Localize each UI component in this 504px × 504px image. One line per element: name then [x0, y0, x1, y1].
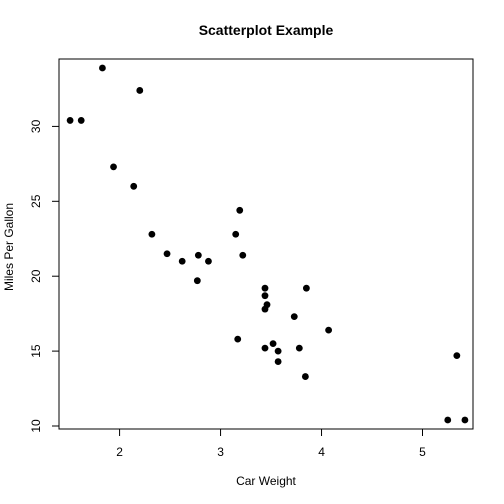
- data-points: [66, 64, 469, 424]
- data-point: [269, 340, 277, 348]
- x-axis-label: Car Weight: [236, 474, 296, 488]
- data-point: [148, 230, 156, 238]
- data-point: [295, 344, 303, 352]
- data-point: [444, 416, 452, 424]
- y-tick-label: 30: [29, 119, 43, 133]
- data-point: [178, 257, 186, 265]
- data-point: [110, 163, 117, 171]
- data-point: [163, 250, 171, 258]
- data-point: [261, 344, 269, 352]
- data-point: [99, 64, 106, 72]
- data-point: [274, 358, 282, 365]
- y-tick-label: 15: [29, 344, 43, 358]
- data-point: [136, 87, 144, 94]
- data-point: [232, 230, 240, 238]
- data-point: [236, 206, 244, 214]
- x-tick-label: 3: [217, 445, 224, 459]
- data-point: [325, 326, 333, 334]
- x-axis: 2 3 4 5: [116, 428, 426, 459]
- data-point: [193, 277, 201, 285]
- data-point: [239, 251, 247, 259]
- data-point: [77, 117, 85, 124]
- y-tick-label: 25: [29, 194, 43, 208]
- chart-title: Scatterplot Example: [199, 22, 334, 38]
- data-point: [302, 284, 310, 292]
- data-point: [205, 257, 212, 265]
- data-point: [274, 347, 282, 355]
- data-point: [261, 292, 269, 300]
- data-point: [234, 335, 242, 343]
- plot-frame: [58, 58, 474, 430]
- data-point: [301, 373, 309, 380]
- data-point: [290, 313, 298, 321]
- x-tick-label: 4: [318, 445, 325, 459]
- x-tick-label: 2: [116, 445, 123, 459]
- data-point: [66, 117, 74, 124]
- y-tick-label: 20: [29, 269, 43, 283]
- y-axis: 10 15 20 25 30: [29, 119, 60, 433]
- data-point: [453, 352, 461, 359]
- data-point: [194, 251, 202, 259]
- data-point: [130, 182, 138, 190]
- data-point: [261, 284, 269, 292]
- x-tick-label: 5: [419, 445, 426, 459]
- data-point: [461, 416, 469, 424]
- y-tick-label: 10: [29, 419, 43, 433]
- data-point: [263, 301, 271, 309]
- y-axis-label: Miles Per Gallon: [2, 203, 16, 291]
